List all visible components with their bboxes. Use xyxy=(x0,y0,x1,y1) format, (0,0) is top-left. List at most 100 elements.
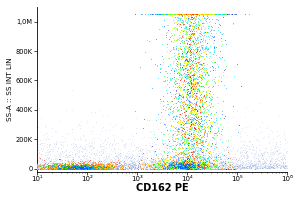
Point xyxy=(256,161,261,165)
Point xyxy=(80,167,85,170)
Point xyxy=(256,167,260,170)
Point xyxy=(178,76,183,79)
Point xyxy=(136,154,141,157)
Point xyxy=(185,39,190,42)
Point xyxy=(157,13,161,16)
Point xyxy=(195,13,200,16)
Point xyxy=(67,166,72,169)
Point xyxy=(196,55,200,59)
Point xyxy=(188,166,193,169)
Point xyxy=(154,162,159,165)
Point xyxy=(190,168,195,171)
Point xyxy=(156,158,161,161)
Point xyxy=(201,13,206,16)
Point xyxy=(191,91,196,94)
Point xyxy=(207,164,212,167)
Point xyxy=(170,168,175,171)
Point xyxy=(178,22,182,25)
Point xyxy=(188,13,193,16)
Point xyxy=(200,21,205,25)
Point xyxy=(85,168,90,171)
Point xyxy=(171,168,176,171)
Point xyxy=(90,164,95,167)
Point xyxy=(194,168,199,171)
Point xyxy=(100,168,105,171)
Point xyxy=(69,166,74,169)
Point xyxy=(199,160,204,163)
Point xyxy=(176,168,180,171)
Point xyxy=(191,142,196,145)
Point xyxy=(239,150,244,153)
Point xyxy=(200,166,205,170)
Point xyxy=(191,168,196,171)
Point xyxy=(172,165,177,168)
Point xyxy=(183,60,188,63)
Point xyxy=(189,167,194,170)
Point xyxy=(204,164,208,167)
Point xyxy=(194,168,199,171)
Point xyxy=(80,167,85,170)
Point xyxy=(201,13,206,16)
Point xyxy=(86,166,91,169)
Point xyxy=(183,166,188,169)
Point xyxy=(178,168,183,171)
Point xyxy=(210,161,215,164)
Point xyxy=(51,162,56,166)
Point xyxy=(159,163,164,166)
Point xyxy=(76,163,80,166)
Point xyxy=(193,168,198,171)
Point xyxy=(88,165,92,168)
Point xyxy=(163,166,168,169)
Point xyxy=(172,13,177,16)
Point xyxy=(194,61,199,64)
Point xyxy=(137,154,142,157)
Point xyxy=(227,163,232,166)
Point xyxy=(202,168,206,171)
Point xyxy=(91,152,96,155)
Point xyxy=(199,150,204,153)
Point xyxy=(191,159,196,162)
Point xyxy=(94,153,99,157)
Point xyxy=(196,168,200,171)
Point xyxy=(122,163,126,166)
Point xyxy=(188,94,193,97)
Point xyxy=(193,13,197,16)
Point xyxy=(183,73,188,76)
Point xyxy=(182,110,186,113)
Point xyxy=(195,168,200,171)
Point xyxy=(182,164,187,167)
Point xyxy=(63,166,68,170)
Point xyxy=(182,129,187,132)
Point xyxy=(147,164,152,167)
Point xyxy=(59,157,64,161)
Point xyxy=(172,159,177,162)
Point xyxy=(199,134,204,137)
Point xyxy=(174,108,179,111)
Point xyxy=(84,162,89,165)
Point xyxy=(182,168,187,171)
Point xyxy=(170,168,175,171)
Point xyxy=(191,119,196,122)
Point xyxy=(202,114,206,118)
Point xyxy=(280,165,285,169)
Point xyxy=(214,13,219,16)
Point xyxy=(186,121,191,124)
Point xyxy=(192,84,197,88)
Point xyxy=(197,69,202,72)
Point xyxy=(185,168,190,171)
Point xyxy=(174,166,179,169)
Point xyxy=(242,155,247,158)
Point xyxy=(237,165,242,168)
Point xyxy=(91,164,95,168)
Point xyxy=(182,44,187,47)
Point xyxy=(177,168,182,171)
Point xyxy=(98,165,103,168)
Point xyxy=(36,166,40,169)
Point xyxy=(85,168,89,171)
Point xyxy=(182,161,186,165)
Point xyxy=(58,163,62,166)
Point xyxy=(174,165,179,168)
Point xyxy=(200,13,204,16)
Point xyxy=(131,161,136,164)
Point xyxy=(196,13,201,16)
